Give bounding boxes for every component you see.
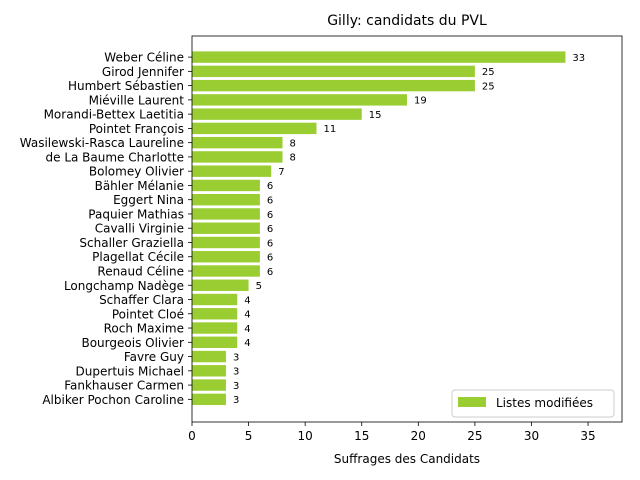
data-label-fankhauser-carmen: 3	[233, 381, 239, 392]
bar-wasilewski-rasca-laureline	[192, 136, 283, 149]
data-label-mieville-laurent: 19	[414, 96, 427, 107]
bar-girod-jennifer	[192, 65, 475, 78]
category-label-de-la-baume-charlotte: de La Baume Charlotte	[46, 150, 185, 164]
bar-bourgeois-olivier	[192, 336, 238, 348]
x-tick-label-0: 0	[188, 429, 196, 443]
data-label-pointet-francois: 11	[323, 124, 336, 135]
data-label-bolomey-olivier: 7	[278, 167, 284, 178]
bar-de-la-baume-charlotte	[192, 151, 283, 163]
x-tick-label-30: 30	[524, 429, 539, 443]
bar-fankhauser-carmen	[192, 379, 226, 391]
category-label-plagellat-cecile: Plagellat Cécile	[92, 250, 184, 264]
bar-pointet-cloe	[192, 308, 238, 320]
bar-longchamp-nadege	[192, 279, 249, 291]
bar-weber-celine	[192, 51, 566, 63]
data-label-favre-guy: 3	[233, 352, 239, 363]
legend-frame	[451, 389, 615, 418]
category-label-bolomey-olivier: Bolomey Olivier	[89, 165, 184, 179]
legend-swatch	[458, 397, 486, 407]
category-label-morandi-bettex-laetitia: Morandi-Bettex Laetitia	[44, 108, 184, 122]
bar-mieville-laurent	[192, 94, 407, 106]
data-label-bahler-melanie: 6	[267, 181, 273, 192]
category-label-dupertuis-michael: Dupertuis Michael	[76, 364, 184, 378]
category-label-humbert-sebastien: Humbert Sébastien	[68, 79, 184, 93]
data-label-schaffer-clara: 4	[244, 295, 250, 306]
category-label-schaffer-clara: Schaffer Clara	[99, 293, 184, 307]
bar-dupertuis-michael	[192, 365, 226, 377]
category-label-weber-celine: Weber Céline	[104, 51, 184, 65]
data-label-eggert-nina: 6	[267, 196, 273, 207]
bar-humbert-sebastien	[192, 79, 475, 92]
category-label-wasilewski-rasca-laureline: Wasilewski-Rasca Laureline	[20, 136, 184, 150]
data-label-humbert-sebastien: 25	[482, 81, 495, 92]
bar-morandi-bettex-laetitia	[192, 108, 362, 120]
x-tick-label-10: 10	[298, 429, 313, 443]
x-tick-label-15: 15	[354, 429, 369, 443]
category-label-eggert-nina: Eggert Nina	[113, 193, 184, 207]
data-label-renaud-celine: 6	[267, 267, 273, 278]
category-label-bourgeois-olivier: Bourgeois Olivier	[81, 336, 184, 350]
category-label-pointet-cloe: Pointet Cloé	[112, 307, 184, 321]
data-label-de-la-baume-charlotte: 8	[290, 153, 296, 164]
bar-favre-guy	[192, 350, 226, 363]
data-label-albiker-pochon-caroline: 3	[233, 395, 239, 406]
category-label-cavalli-virginie: Cavalli Virginie	[95, 222, 184, 236]
bar-bahler-melanie	[192, 179, 260, 192]
category-label-pointet-francois: Pointet François	[89, 122, 184, 136]
legend: Listes modifiées	[451, 389, 615, 418]
category-label-albiker-pochon-caroline: Albiker Pochon Caroline	[42, 393, 184, 407]
data-label-schaller-graziella: 6	[267, 238, 273, 249]
category-label-schaller-graziella: Schaller Graziella	[79, 236, 184, 250]
data-label-dupertuis-michael: 3	[233, 367, 239, 378]
data-label-roch-maxime: 4	[244, 324, 250, 335]
x-tick-label-25: 25	[467, 429, 482, 443]
x-tick-labels: 0 5 10 15 20 25 30 35	[188, 429, 596, 443]
data-label-wasilewski-rasca-laureline: 8	[290, 138, 296, 149]
bar-renaud-celine	[192, 265, 260, 277]
bar-schaffer-clara	[192, 293, 238, 306]
category-label-girod-jennifer: Girod Jennifer	[102, 65, 184, 79]
bar-bolomey-olivier	[192, 165, 272, 177]
category-label-mieville-laurent: Miéville Laurent	[89, 93, 185, 107]
data-label-longchamp-nadege: 5	[256, 281, 262, 292]
category-label-longchamp-nadege: Longchamp Nadège	[64, 279, 184, 293]
data-label-girod-jennifer: 25	[482, 67, 495, 78]
bar-pointet-francois	[192, 122, 317, 135]
data-label-pointet-cloe: 4	[244, 310, 250, 321]
category-label-roch-maxime: Roch Maxime	[104, 322, 184, 336]
bar-paquier-mathias	[192, 208, 260, 220]
data-label-weber-celine: 33	[572, 53, 585, 64]
bar-albiker-pochon-caroline	[192, 393, 226, 406]
axes	[188, 35, 623, 426]
category-label-fankhauser-carmen: Fankhauser Carmen	[64, 379, 184, 393]
chart-title: Gilly: candidats du PVL	[327, 13, 487, 29]
x-tick-label-35: 35	[580, 429, 595, 443]
bar-schaller-graziella	[192, 236, 260, 249]
category-label-renaud-celine: Renaud Céline	[97, 265, 184, 279]
bars-layer	[192, 51, 566, 406]
data-label-paquier-mathias: 6	[267, 210, 273, 221]
x-axis-label: Suffrages des Candidats	[334, 452, 480, 466]
category-label-favre-guy: Favre Guy	[124, 350, 184, 364]
bar-roch-maxime	[192, 322, 238, 334]
bar-plagellat-cecile	[192, 251, 260, 263]
data-label-morandi-bettex-laetitia: 15	[369, 110, 382, 121]
plot-frame	[191, 35, 623, 423]
bar-eggert-nina	[192, 194, 260, 206]
x-tick-label-20: 20	[411, 429, 426, 443]
category-label-bahler-melanie: Bähler Mélanie	[95, 179, 184, 193]
data-label-bourgeois-olivier: 4	[244, 338, 250, 349]
data-label-cavalli-virginie: 6	[267, 224, 273, 235]
x-tick-label-5: 5	[245, 429, 253, 443]
category-label-paquier-mathias: Paquier Mathias	[88, 207, 184, 221]
legend-entry-listes-modifiees: Listes modifiées	[496, 396, 593, 410]
data-label-plagellat-cecile: 6	[267, 253, 273, 264]
bar-cavalli-virginie	[192, 222, 260, 234]
